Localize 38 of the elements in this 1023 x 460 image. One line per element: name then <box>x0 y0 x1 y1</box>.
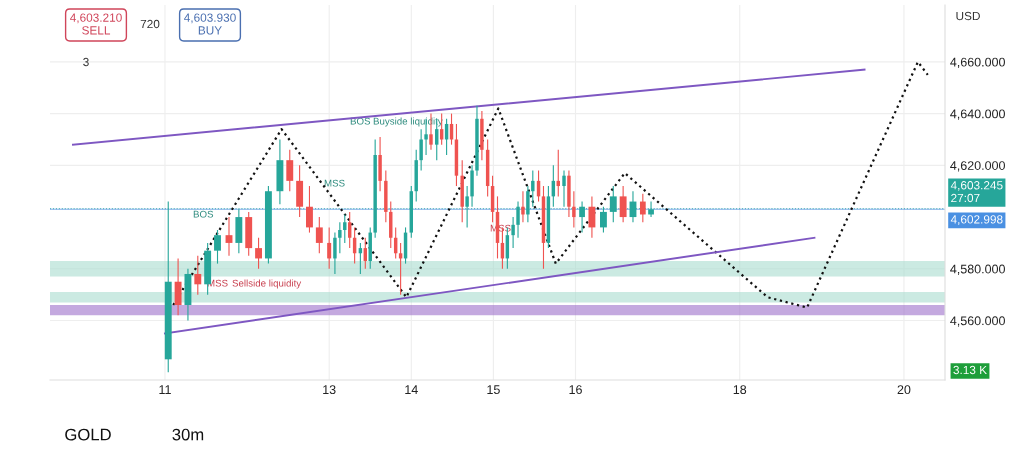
candlestick <box>306 185 313 234</box>
annotation: 4,603.210 SELL <box>70 13 122 35</box>
candlestick <box>214 229 221 265</box>
annotation: 4,603.930 BUY <box>184 13 236 35</box>
text: 3.13 K <box>953 365 987 375</box>
candlestick <box>333 232 337 275</box>
x-tick-label: 15 <box>487 385 500 395</box>
annotation: BOS <box>193 210 214 218</box>
candlestick <box>511 216 515 249</box>
candlestick <box>327 226 332 270</box>
candlestick <box>338 221 342 254</box>
x-tick-label: 20 <box>897 385 911 395</box>
text: GOLD <box>65 428 111 441</box>
line-series <box>172 60 929 309</box>
candlestick <box>465 185 469 228</box>
y-tick-label: 4,560.000 <box>950 316 1005 327</box>
annotation: MSS <box>324 179 345 187</box>
text: 30m <box>172 428 204 441</box>
annotation: 3 <box>83 57 89 67</box>
candlestick <box>572 190 576 228</box>
x-tick-label: 13 <box>323 385 336 395</box>
x-tick-label: 16 <box>569 385 582 395</box>
x-tick-label: 11 <box>159 385 171 394</box>
annotation: Sellside liquidity <box>232 279 302 289</box>
y-tick-label: 4,580.000 <box>950 264 1005 275</box>
y-tick-label: 4,640.000 <box>950 109 1005 120</box>
candlestick <box>419 128 423 172</box>
x-tick-label: 18 <box>733 385 747 395</box>
annotation: 720 <box>140 19 160 29</box>
candlestick <box>531 169 535 208</box>
y-tick-label: 4,620.000 <box>950 161 1005 172</box>
x-tick-label: 14 <box>405 385 418 394</box>
text: USD <box>956 11 980 21</box>
y-tick-label: 4,660.000 <box>950 57 1005 69</box>
candlestick <box>521 190 525 223</box>
ref-line-label: 4,603.245 27:07 <box>950 181 1003 203</box>
ref-line-label: 4,602.998 <box>950 215 1003 225</box>
candlestick <box>639 193 646 223</box>
